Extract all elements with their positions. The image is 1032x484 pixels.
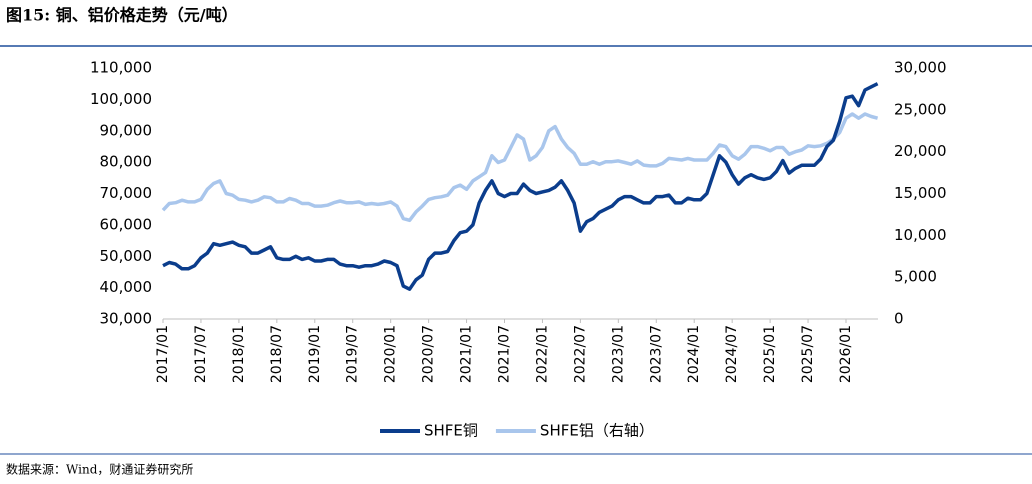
x-tick-label: 2026/01 (838, 325, 854, 383)
x-tick-label: 2018/01 (231, 325, 247, 383)
y2-tick-label: 5,000 (894, 268, 937, 286)
y-tick-label: 100,000 (90, 90, 152, 108)
x-tick-label: 2021/07 (497, 325, 513, 383)
y-tick-label: 40,000 (100, 278, 153, 296)
x-tick-label: 2024/07 (724, 325, 740, 383)
x-tick-label: 2023/01 (610, 325, 626, 383)
series-line (162, 82, 879, 291)
x-tick-label: 2020/01 (383, 325, 399, 383)
y2-tick-label: 25,000 (894, 100, 947, 118)
x-tick-label: 2019/01 (307, 325, 323, 383)
x-tick-label: 2020/07 (421, 325, 437, 383)
x-tick-label: 2022/07 (572, 325, 588, 383)
source-note: 数据来源：Wind，财通证券研究所 (6, 462, 193, 477)
x-tick-label: 2024/01 (686, 325, 702, 383)
y-tick-label: 110,000 (90, 59, 152, 77)
y-tick-label: 90,000 (100, 121, 153, 139)
legend-label: SHFE铜 (424, 422, 478, 440)
y-tick-label: 30,000 (100, 310, 153, 328)
x-tick-label: 2025/07 (800, 325, 816, 383)
x-tick-label: 2022/01 (534, 325, 550, 383)
y-tick-label: 50,000 (100, 247, 153, 265)
y-tick-label: 60,000 (100, 215, 153, 233)
y-tick-label: 80,000 (100, 153, 153, 171)
x-tick-label: 2018/07 (269, 325, 285, 383)
y-tick-label: 70,000 (100, 184, 153, 202)
y2-tick-label: 10,000 (894, 226, 947, 244)
y2-tick-label: 30,000 (894, 59, 947, 77)
series-line (161, 112, 879, 223)
x-tick-label: 2021/01 (459, 325, 475, 383)
x-tick-label: 2019/07 (345, 325, 361, 383)
y2-tick-label: 0 (894, 310, 904, 328)
x-tick-label: 2023/07 (648, 325, 664, 383)
x-tick-label: 2025/01 (762, 325, 778, 383)
legend-label: SHFE铝（右轴） (540, 422, 654, 440)
y2-tick-label: 15,000 (894, 184, 947, 202)
y2-tick-label: 20,000 (894, 142, 947, 160)
x-tick-label: 2017/01 (155, 325, 171, 383)
x-tick-label: 2017/07 (193, 325, 209, 383)
chart-title: 图15: 铜、铝价格走势（元/吨） (6, 6, 238, 25)
